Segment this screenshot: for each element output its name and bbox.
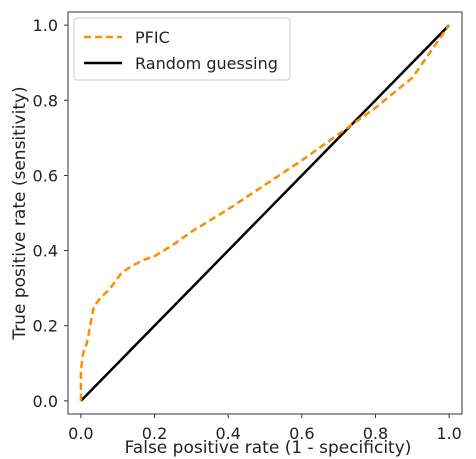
- x-tick-label: 0.4: [215, 424, 240, 443]
- x-axis: 0.0 0.2 0.4 0.6 0.8 1.0: [68, 414, 462, 443]
- series-layer: [79, 24, 451, 402]
- y-tick-label: 0.2: [33, 317, 58, 336]
- y-tick-label: 0.8: [33, 91, 58, 110]
- y-axis-label: True positive rate (sensitivity): [10, 86, 30, 340]
- y-tick-label: 0.6: [33, 166, 58, 185]
- legend-label-random: Random guessing: [135, 54, 278, 73]
- y-tick-label: 0.4: [33, 242, 58, 261]
- x-tick-label: 1.0: [436, 424, 461, 443]
- legend-label-pfic: PFIC: [135, 28, 170, 47]
- legend: PFIC Random guessing: [73, 17, 291, 81]
- x-tick-label: 0.2: [142, 424, 167, 443]
- series-line-pfic: [79, 24, 451, 401]
- series-line-random-guessing: [79, 24, 451, 402]
- y-tick-label: 0.0: [33, 392, 58, 411]
- x-tick-label: 0.8: [363, 424, 388, 443]
- legend-box: [73, 17, 291, 81]
- x-axis-label: False positive rate (1 - specificity): [125, 438, 412, 458]
- y-axis: 0.0 0.2 0.4 0.6 0.8 1.0: [33, 16, 68, 411]
- x-tick-label: 0.0: [68, 424, 93, 443]
- x-tick-label: 0.6: [289, 424, 314, 443]
- y-tick-label: 1.0: [33, 16, 58, 35]
